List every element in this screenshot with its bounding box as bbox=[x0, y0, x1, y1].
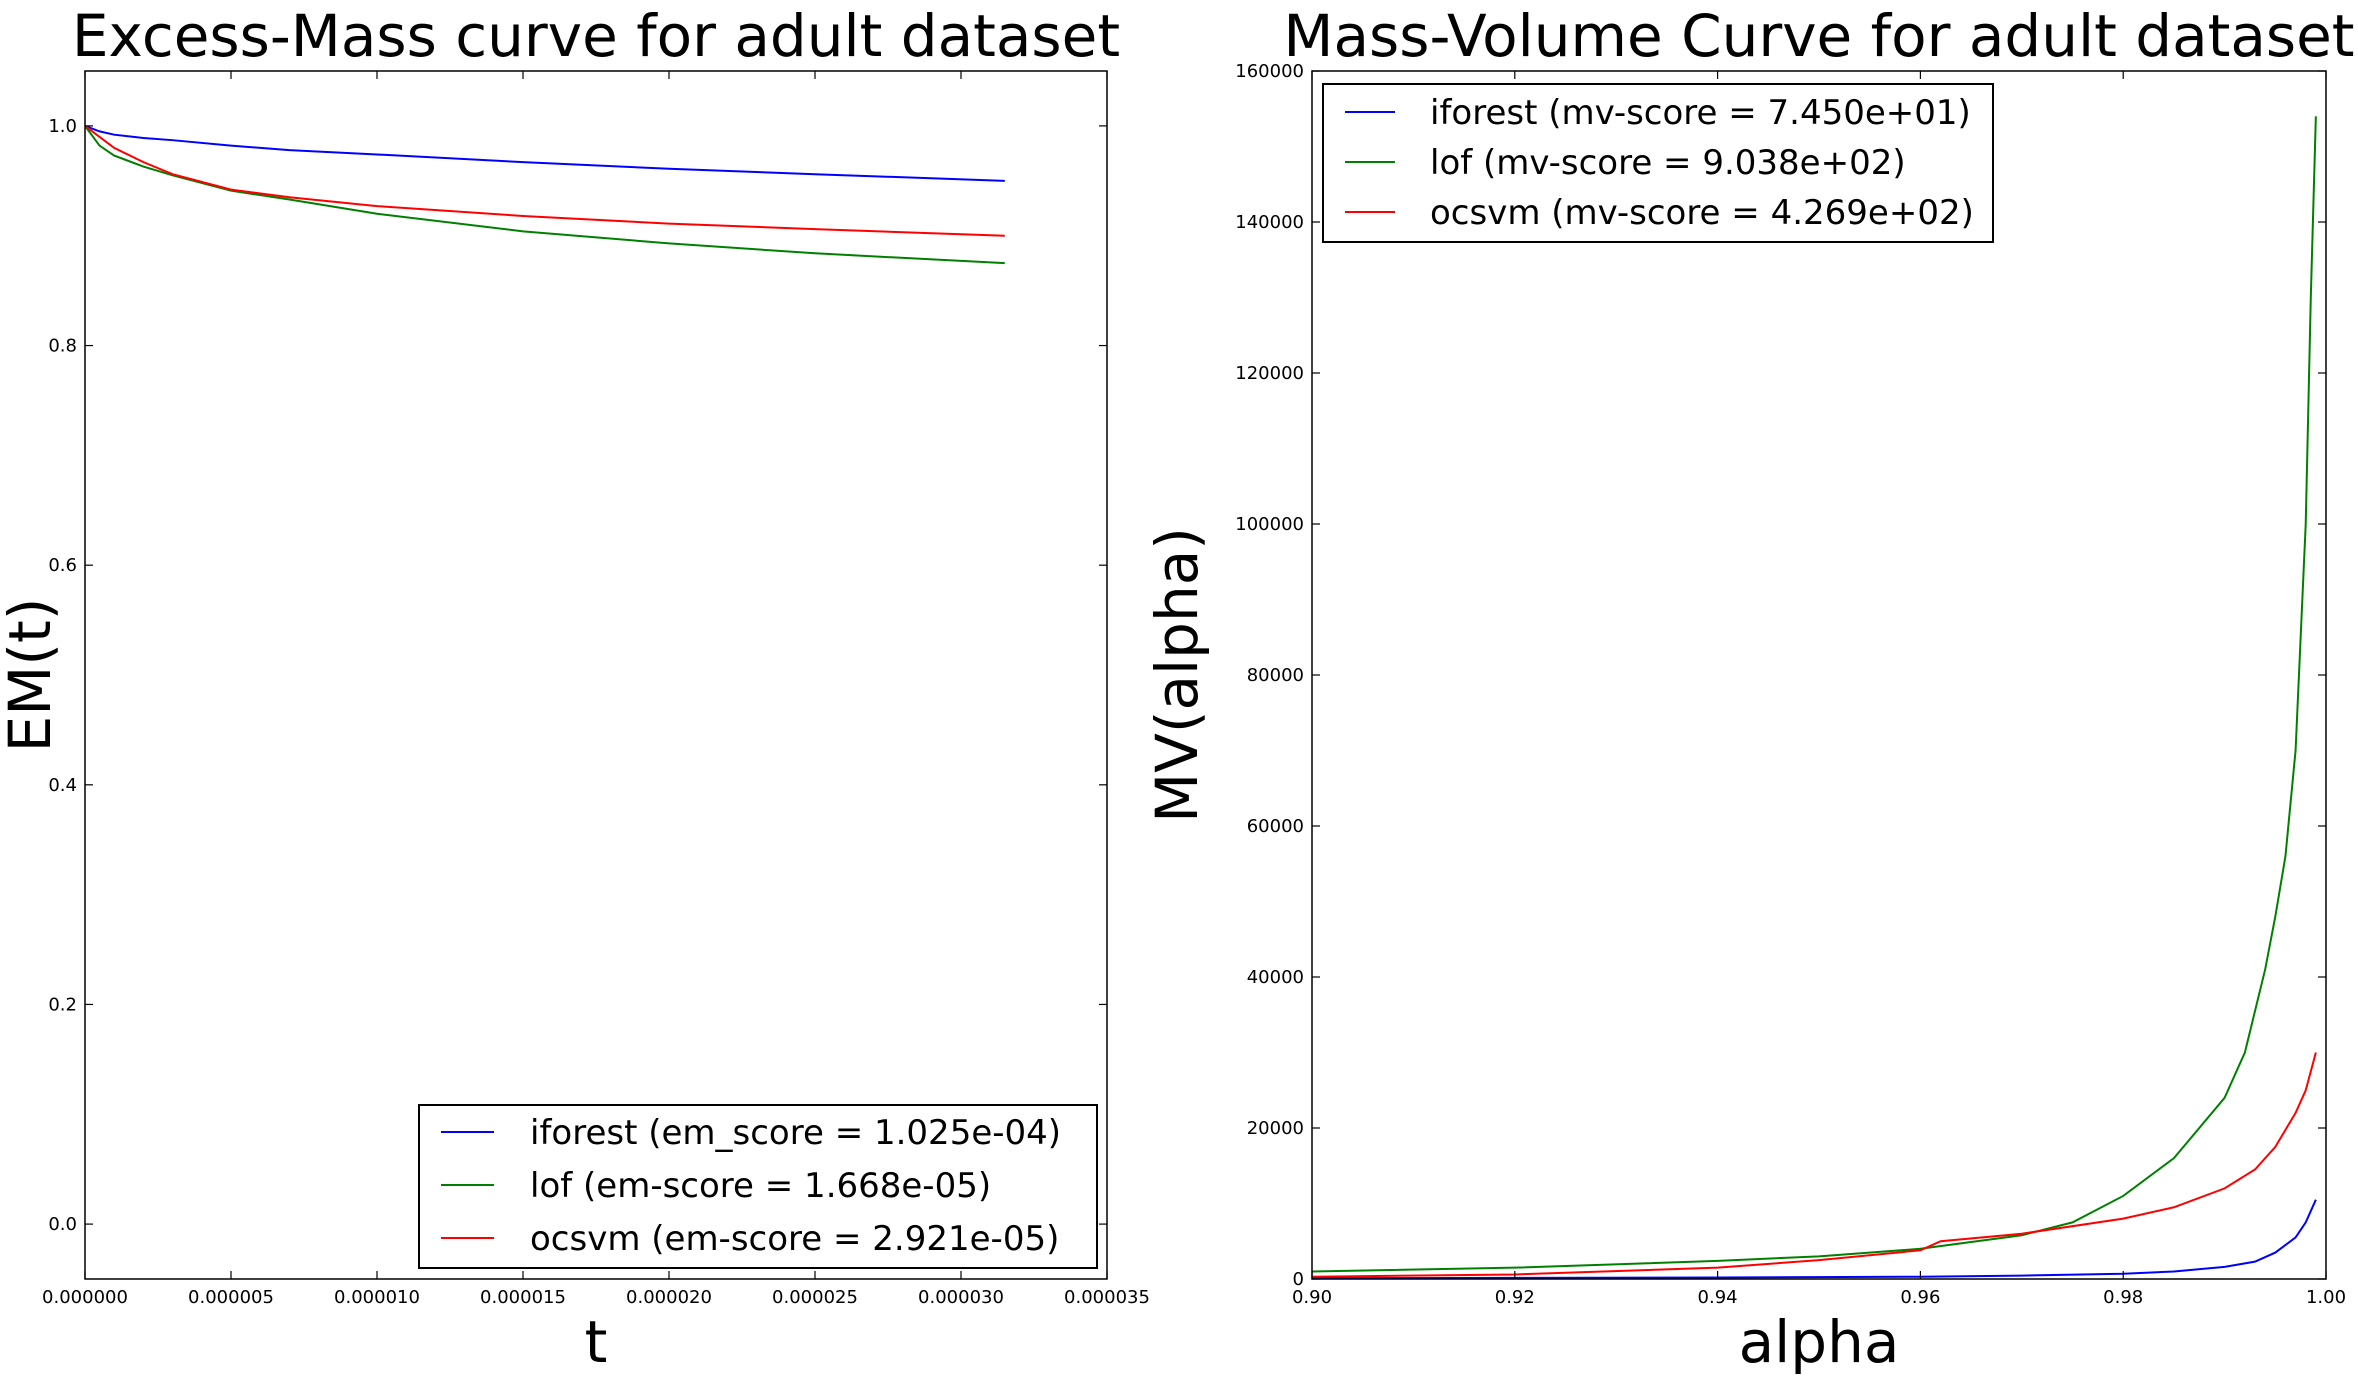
chart-1-title: Excess-Mass curve for adult dataset bbox=[72, 2, 1120, 70]
chart-2-x-tick-label: 0.94 bbox=[1698, 1287, 1738, 1308]
chart-2-legend-box bbox=[1322, 83, 1994, 243]
chart-2-y-axis-label: MV(alpha) bbox=[1143, 527, 1211, 823]
chart-1-legend-entry: iforest (em_score = 1.025e-04) bbox=[530, 1113, 1061, 1153]
chart-2-x-tick-label: 0.90 bbox=[1292, 1287, 1332, 1308]
chart-2-y-tick-label: 120000 bbox=[1235, 363, 1304, 384]
chart-1-legend-entry: lof (em-score = 1.668e-05) bbox=[530, 1166, 991, 1206]
chart-1-x-tick-label: 0.000000 bbox=[42, 1287, 128, 1308]
chart-1-series-line-1 bbox=[85, 124, 1005, 182]
chart-2-y-tick-label: 160000 bbox=[1235, 61, 1304, 82]
chart-1-x-tick-label: 0.000030 bbox=[918, 1287, 1004, 1308]
chart-1-legend-entry: ocsvm (em-score = 2.921e-05) bbox=[530, 1219, 1059, 1259]
chart-2-legend-entry: lof (mv-score = 9.038e+02) bbox=[1430, 143, 1906, 183]
chart-1-y-tick-label: 0.2 bbox=[48, 994, 77, 1015]
chart-2-legend: iforest (mv-score = 7.450e+01) lof (mv-sc… bbox=[1322, 83, 1994, 243]
chart-1-y-tick-label: 0.8 bbox=[48, 336, 77, 357]
chart-2-series-line-2 bbox=[1312, 116, 2317, 1273]
chart-2-y-tick-label: 40000 bbox=[1247, 967, 1304, 988]
chart-2-x-tick-label: 0.98 bbox=[2103, 1287, 2143, 1308]
chart-1-y-axis-label: EM(t) bbox=[0, 598, 64, 753]
chart-2-y-tick-label: 100000 bbox=[1235, 514, 1304, 535]
chart-1-y-tick-label: 0.4 bbox=[48, 775, 77, 796]
chart-2-y-tick-label: 0 bbox=[1293, 1269, 1304, 1290]
chart-2-title: Mass-Volume Curve for adult dataset bbox=[1283, 2, 2354, 70]
chart-1-y-tick-label: 1.0 bbox=[48, 116, 77, 137]
chart-1-x-axis-label: t bbox=[585, 1308, 608, 1376]
chart-2-x-tick-label: 0.96 bbox=[1900, 1287, 1940, 1308]
chart-1-x-tick-label: 0.000015 bbox=[480, 1287, 566, 1308]
chart-1-legend-box bbox=[418, 1104, 1098, 1269]
chart-1-y-tick-label: 0.0 bbox=[48, 1214, 77, 1235]
chart-1-x-tick-label: 0.000035 bbox=[1064, 1287, 1150, 1308]
chart-2-y-tick-label: 140000 bbox=[1235, 212, 1304, 233]
chart-2-y-tick-label: 60000 bbox=[1247, 816, 1304, 837]
chart-2-y-tick-label: 80000 bbox=[1247, 665, 1304, 686]
chart-1-x-tick-label: 0.000020 bbox=[626, 1287, 712, 1308]
chart-1-x-tick-label: 0.000005 bbox=[188, 1287, 274, 1308]
chart-1-series-line-2 bbox=[85, 125, 1005, 265]
chart-1-legend: iforest (em_score = 1.025e-04) lof (em-sc… bbox=[418, 1104, 1098, 1269]
chart-1-series-group bbox=[85, 124, 1005, 265]
chart-1-plot-frame bbox=[84, 70, 1108, 1280]
chart-2-x-tick-label: 0.92 bbox=[1495, 1287, 1535, 1308]
chart-2-x-axis-label: alpha bbox=[1739, 1308, 1900, 1376]
chart-2-series-line-3 bbox=[1312, 1052, 2317, 1278]
chart-2-legend-entry: ocsvm (mv-score = 4.269e+02) bbox=[1430, 193, 1974, 233]
chart-2-y-tick-label: 20000 bbox=[1247, 1118, 1304, 1139]
chart-1-x-tick-label: 0.000025 bbox=[772, 1287, 858, 1308]
chart-2-x-tick-label: 1.00 bbox=[2306, 1287, 2346, 1308]
chart-1-series-line-3 bbox=[85, 125, 1005, 237]
chart-2-legend-entry: iforest (mv-score = 7.450e+01) bbox=[1430, 93, 1971, 133]
chart-1-y-tick-label: 0.6 bbox=[48, 555, 77, 576]
chart-1: Excess-Mass curve for adult dataset 0.000… bbox=[0, 2, 1150, 1376]
chart-1-x-tick-label: 0.000010 bbox=[334, 1287, 420, 1308]
